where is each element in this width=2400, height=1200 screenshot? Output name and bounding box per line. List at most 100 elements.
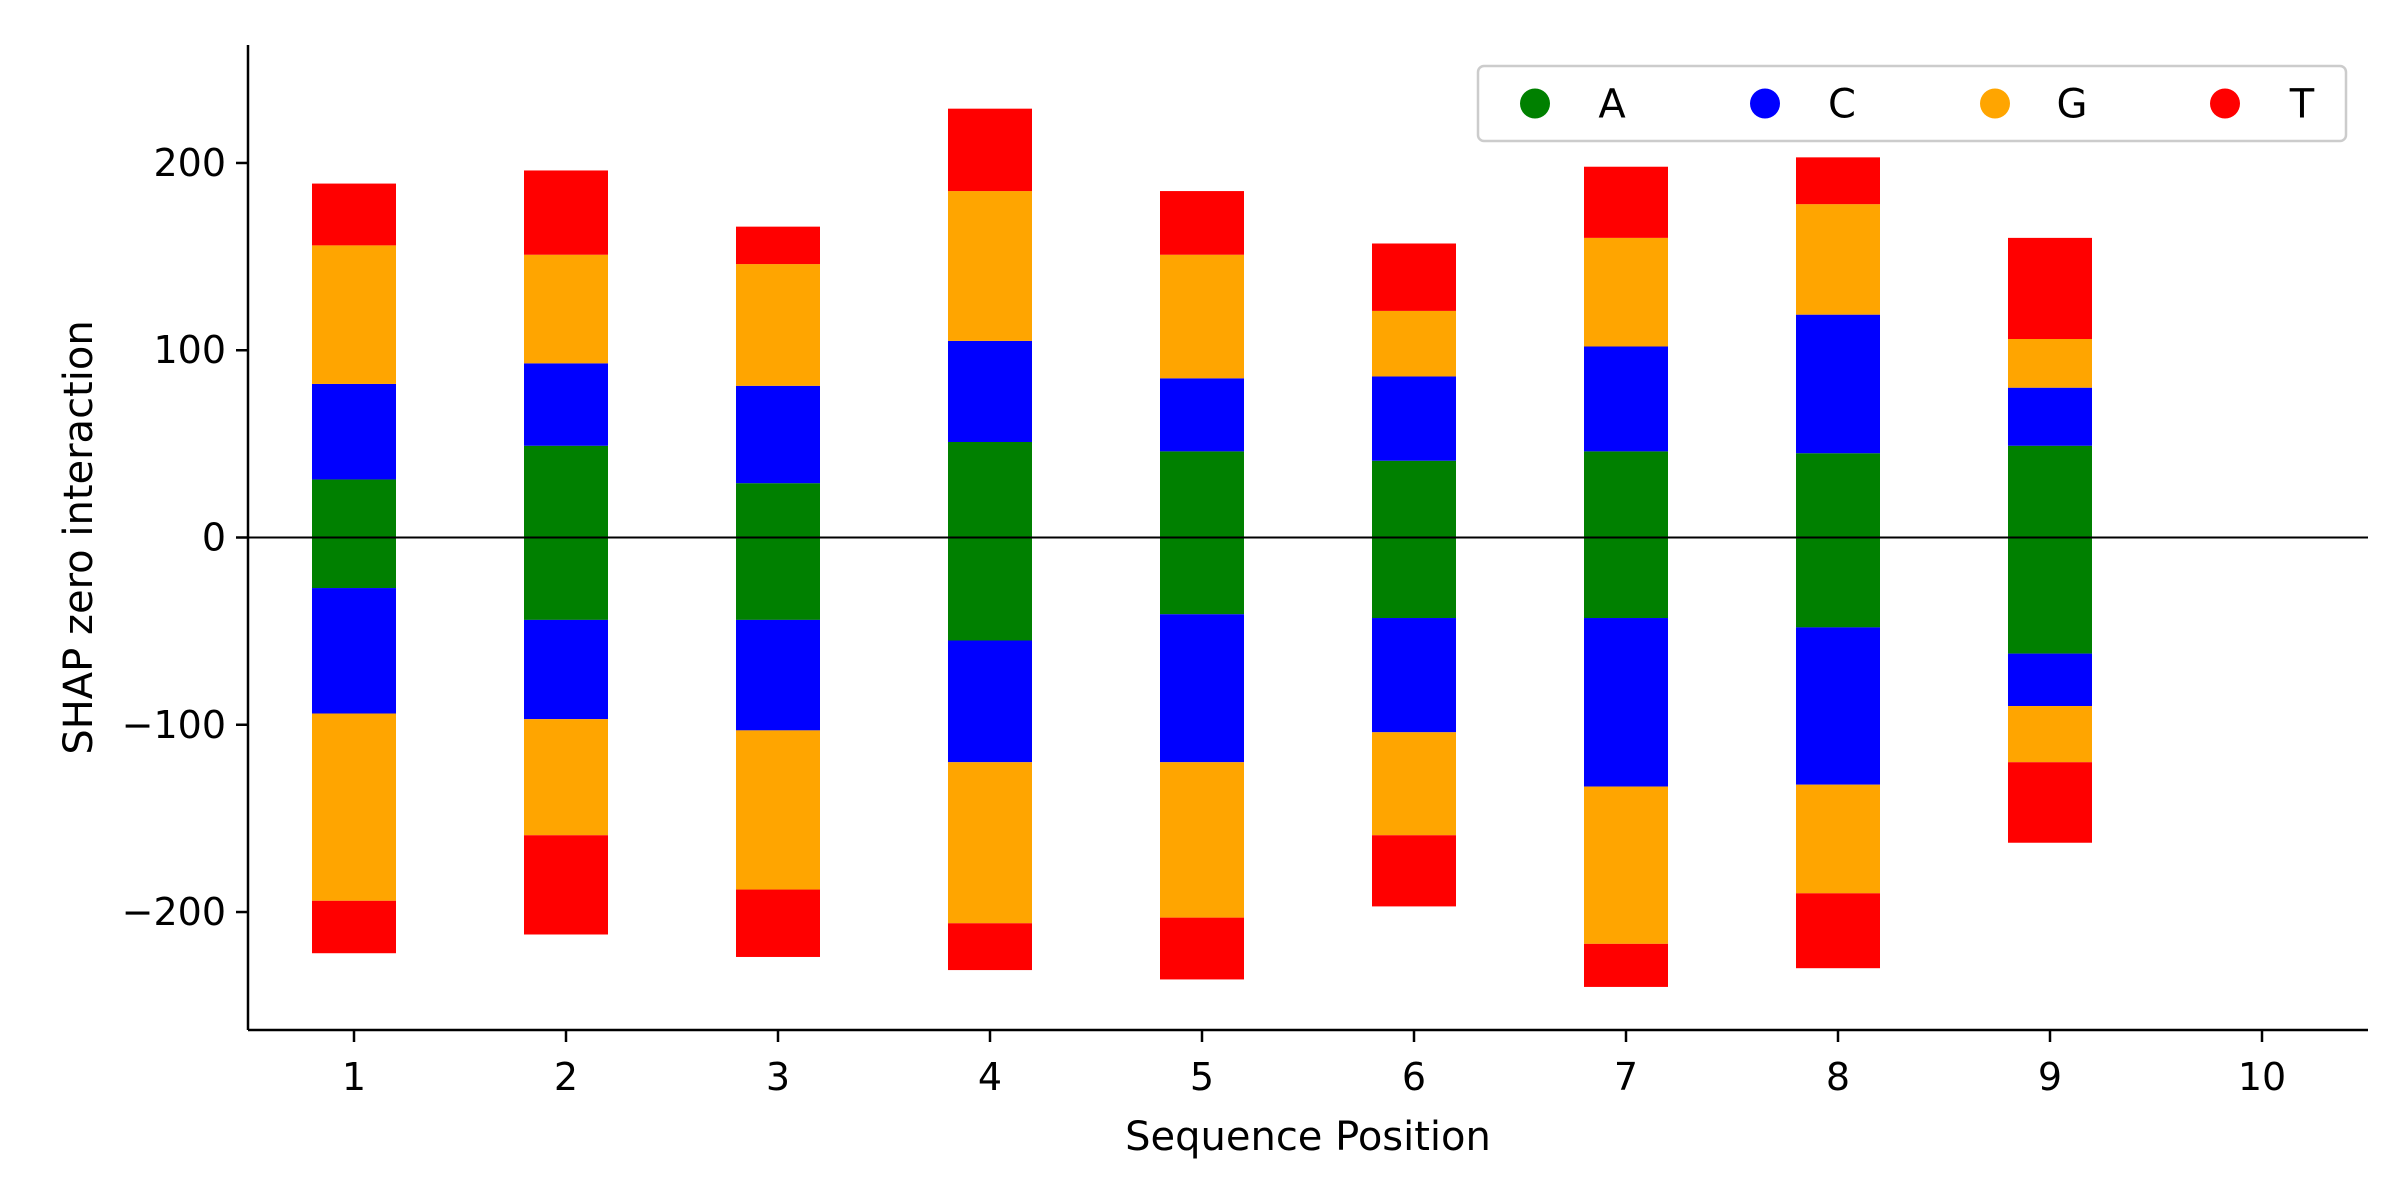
bar-neg-T-7 — [1584, 943, 1668, 987]
bar-neg-A-4 — [948, 537, 1032, 641]
x-tick-label: 8 — [1826, 1055, 1850, 1099]
bar-pos-A-5 — [1160, 451, 1244, 538]
bar-pos-A-3 — [736, 483, 820, 538]
x-tick-label: 5 — [1190, 1055, 1214, 1099]
bar-neg-G-1 — [312, 713, 396, 901]
bar-pos-A-2 — [524, 445, 608, 538]
x-ticks: 1 2 3 4 5 6 7 8 9 10 — [342, 1030, 2286, 1099]
bar-neg-C-6 — [1372, 618, 1456, 733]
bar-pos-T-7 — [1584, 166, 1668, 238]
bar-pos-A-9 — [2008, 445, 2092, 538]
bar-neg-T-4 — [948, 923, 1032, 971]
y-ticks: −200 −100 0 100 200 — [122, 141, 248, 934]
bar-pos-G-3 — [736, 264, 820, 386]
bar-neg-G-5 — [1160, 762, 1244, 918]
bars-layer — [312, 108, 2092, 987]
bar-neg-A-8 — [1796, 537, 1880, 628]
bar-neg-C-8 — [1796, 627, 1880, 785]
bar-pos-A-8 — [1796, 453, 1880, 538]
bar-pos-C-6 — [1372, 376, 1456, 461]
legend-label-T: T — [2289, 82, 2315, 128]
bar-pos-C-8 — [1796, 314, 1880, 454]
bar-pos-A-7 — [1584, 451, 1668, 538]
bar-neg-C-1 — [312, 588, 396, 714]
legend-label-A: A — [1598, 82, 1626, 128]
bar-pos-G-6 — [1372, 310, 1456, 377]
bar-pos-T-6 — [1372, 243, 1456, 311]
bar-pos-C-4 — [948, 340, 1032, 442]
legend-marker-T — [2210, 88, 2240, 119]
bar-neg-G-2 — [524, 719, 608, 836]
bar-pos-T-8 — [1796, 157, 1880, 205]
legend-marker-A — [1520, 88, 1550, 119]
bar-pos-G-1 — [312, 245, 396, 384]
legend-marker-C — [1750, 88, 1780, 119]
bar-neg-T-1 — [312, 900, 396, 954]
bar-neg-C-5 — [1160, 614, 1244, 763]
bar-neg-T-3 — [736, 889, 820, 957]
bar-neg-G-9 — [2008, 706, 2092, 763]
legend-label-C: C — [1828, 82, 1856, 128]
bar-pos-C-7 — [1584, 346, 1668, 452]
bar-pos-G-2 — [524, 254, 608, 364]
y-axis-title: SHAP zero interaction — [56, 320, 102, 754]
bar-pos-C-3 — [736, 385, 820, 484]
bar-neg-T-5 — [1160, 917, 1244, 980]
bar-neg-C-7 — [1584, 618, 1668, 787]
bar-neg-A-6 — [1372, 537, 1456, 619]
bar-pos-G-4 — [948, 191, 1032, 341]
bar-neg-A-9 — [2008, 537, 2092, 654]
bar-pos-C-9 — [2008, 387, 2092, 446]
legend-box — [1476, 64, 2348, 143]
bar-neg-G-6 — [1372, 732, 1456, 836]
bar-neg-G-7 — [1584, 786, 1668, 944]
bar-pos-C-2 — [524, 363, 608, 446]
bar-pos-G-8 — [1796, 204, 1880, 315]
bar-neg-T-2 — [524, 835, 608, 935]
bar-neg-C-3 — [736, 619, 820, 731]
bar-neg-A-2 — [524, 537, 608, 620]
x-tick-label: 2 — [554, 1055, 578, 1099]
bar-neg-C-9 — [2008, 653, 2092, 707]
bar-neg-A-3 — [736, 537, 820, 620]
bar-pos-A-6 — [1372, 460, 1456, 538]
bar-neg-A-1 — [312, 537, 396, 589]
bar-pos-T-3 — [736, 226, 820, 265]
bar-neg-T-6 — [1372, 835, 1456, 907]
bar-pos-T-2 — [524, 170, 608, 255]
legend-label-G: G — [2057, 82, 2088, 128]
x-tick-label: 4 — [978, 1055, 1002, 1099]
bar-neg-G-3 — [736, 730, 820, 890]
legend-marker-G — [1980, 88, 2010, 119]
x-tick-label: 1 — [342, 1055, 366, 1099]
y-tick-label: 200 — [153, 141, 226, 185]
bar-neg-C-4 — [948, 640, 1032, 763]
bar-pos-T-1 — [312, 183, 396, 246]
bar-pos-C-5 — [1160, 378, 1244, 452]
bar-neg-T-9 — [2008, 762, 2092, 843]
bar-pos-T-4 — [948, 108, 1032, 192]
bar-pos-T-9 — [2008, 237, 2092, 340]
bar-pos-A-4 — [948, 441, 1032, 538]
bar-neg-G-8 — [1796, 784, 1880, 894]
bar-pos-G-7 — [1584, 237, 1668, 347]
x-tick-label: 10 — [2238, 1055, 2286, 1099]
bar-pos-T-5 — [1160, 191, 1244, 255]
bar-neg-A-7 — [1584, 537, 1668, 619]
x-tick-label: 6 — [1402, 1055, 1426, 1099]
bar-pos-G-9 — [2008, 339, 2092, 388]
y-tick-label: 0 — [202, 516, 226, 560]
bar-neg-C-2 — [524, 619, 608, 720]
y-tick-label: −200 — [122, 890, 226, 934]
bar-neg-A-5 — [1160, 537, 1244, 615]
y-tick-label: −100 — [122, 703, 226, 747]
bar-pos-C-1 — [312, 383, 396, 480]
bar-pos-A-1 — [312, 479, 396, 538]
x-tick-label: 7 — [1614, 1055, 1638, 1099]
bar-pos-G-5 — [1160, 254, 1244, 379]
bar-neg-T-8 — [1796, 893, 1880, 969]
x-tick-label: 9 — [2038, 1055, 2062, 1099]
